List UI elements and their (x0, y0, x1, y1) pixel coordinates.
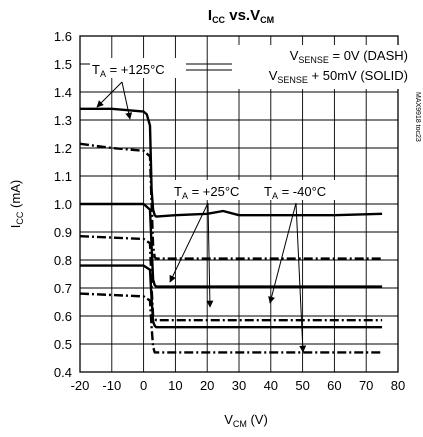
annotation-arrow-m40-b (295, 202, 307, 353)
y-axis-label: ICC (mA) (8, 180, 25, 228)
y-tick-label: 0.6 (54, 309, 72, 324)
x-tick-label: 10 (168, 378, 182, 393)
annotation-bg-125 (90, 58, 186, 78)
annotation-ta-25: TA = +25°C (174, 184, 239, 201)
y-tick-label: 0.7 (54, 281, 72, 296)
annotation-arrow-25-b (206, 202, 214, 308)
series-line-dash-1 (79, 142, 383, 260)
annotations (96, 69, 307, 353)
annotation-arrow-125-b (121, 81, 133, 120)
legend-note-dash: VSENSE = 0V (DASH) (290, 48, 408, 65)
series-line-solid-4 (80, 264, 383, 329)
x-tick-label: 80 (391, 378, 405, 393)
annotation-bg-25 (172, 180, 258, 200)
x-tick-label: 70 (359, 378, 373, 393)
annotation-arrow-125-a (96, 81, 123, 108)
y-tick-label: 1.3 (54, 113, 72, 128)
chart-title: ICC vs.VCM (208, 7, 274, 25)
annotation-arrow-25-a (169, 202, 209, 283)
legend-bg (232, 45, 410, 89)
x-tick-label: 30 (232, 378, 246, 393)
x-tick-label: -10 (102, 378, 121, 393)
y-tick-label: 0.8 (54, 253, 72, 268)
y-tick-label: 1.0 (54, 197, 72, 212)
y-tick-label: 1.2 (54, 141, 72, 156)
y-tick-label: 0.9 (54, 225, 72, 240)
tick-labels: -20 -10 0 10 20 30 40 50 60 70 80 0.4 0.5 0.6 0.7 0.8 0.… (54, 29, 405, 393)
series-line-solid-0 (80, 107, 383, 218)
x-tick-label: 0 (140, 378, 147, 393)
x-tick-label: 50 (295, 378, 309, 393)
series-line-dash-5 (79, 292, 383, 354)
y-tick-label: 1.1 (54, 169, 72, 184)
annotation-arrow-m40-a (268, 202, 297, 304)
y-tick-label: 1.5 (54, 57, 72, 72)
series-layer (79, 107, 383, 354)
annotation-ta-m40: TA = -40°C (264, 184, 326, 201)
x-tick-label: 60 (327, 378, 341, 393)
legend-note-solid: VSENSE + 50mV (SOLID) (269, 68, 408, 85)
figure-code: MAX9918 toc23 (414, 92, 421, 142)
x-axis-label: VCM (V) (224, 412, 268, 429)
y-tick-label: 1.6 (54, 29, 72, 44)
grid (80, 36, 398, 372)
x-tick-label: 40 (264, 378, 278, 393)
series-line-dash-3 (79, 235, 383, 322)
y-tick-label: 0.5 (54, 337, 72, 352)
annotation-ta-125: TA = +125°C (92, 62, 165, 79)
annotation-bg-m40 (262, 180, 346, 200)
y-tick-label: 0.4 (54, 365, 72, 380)
x-tick-label: -20 (71, 378, 90, 393)
y-tick-label: 1.4 (54, 85, 72, 100)
series-line-solid-2 (80, 202, 383, 288)
x-tick-label: 20 (200, 378, 214, 393)
